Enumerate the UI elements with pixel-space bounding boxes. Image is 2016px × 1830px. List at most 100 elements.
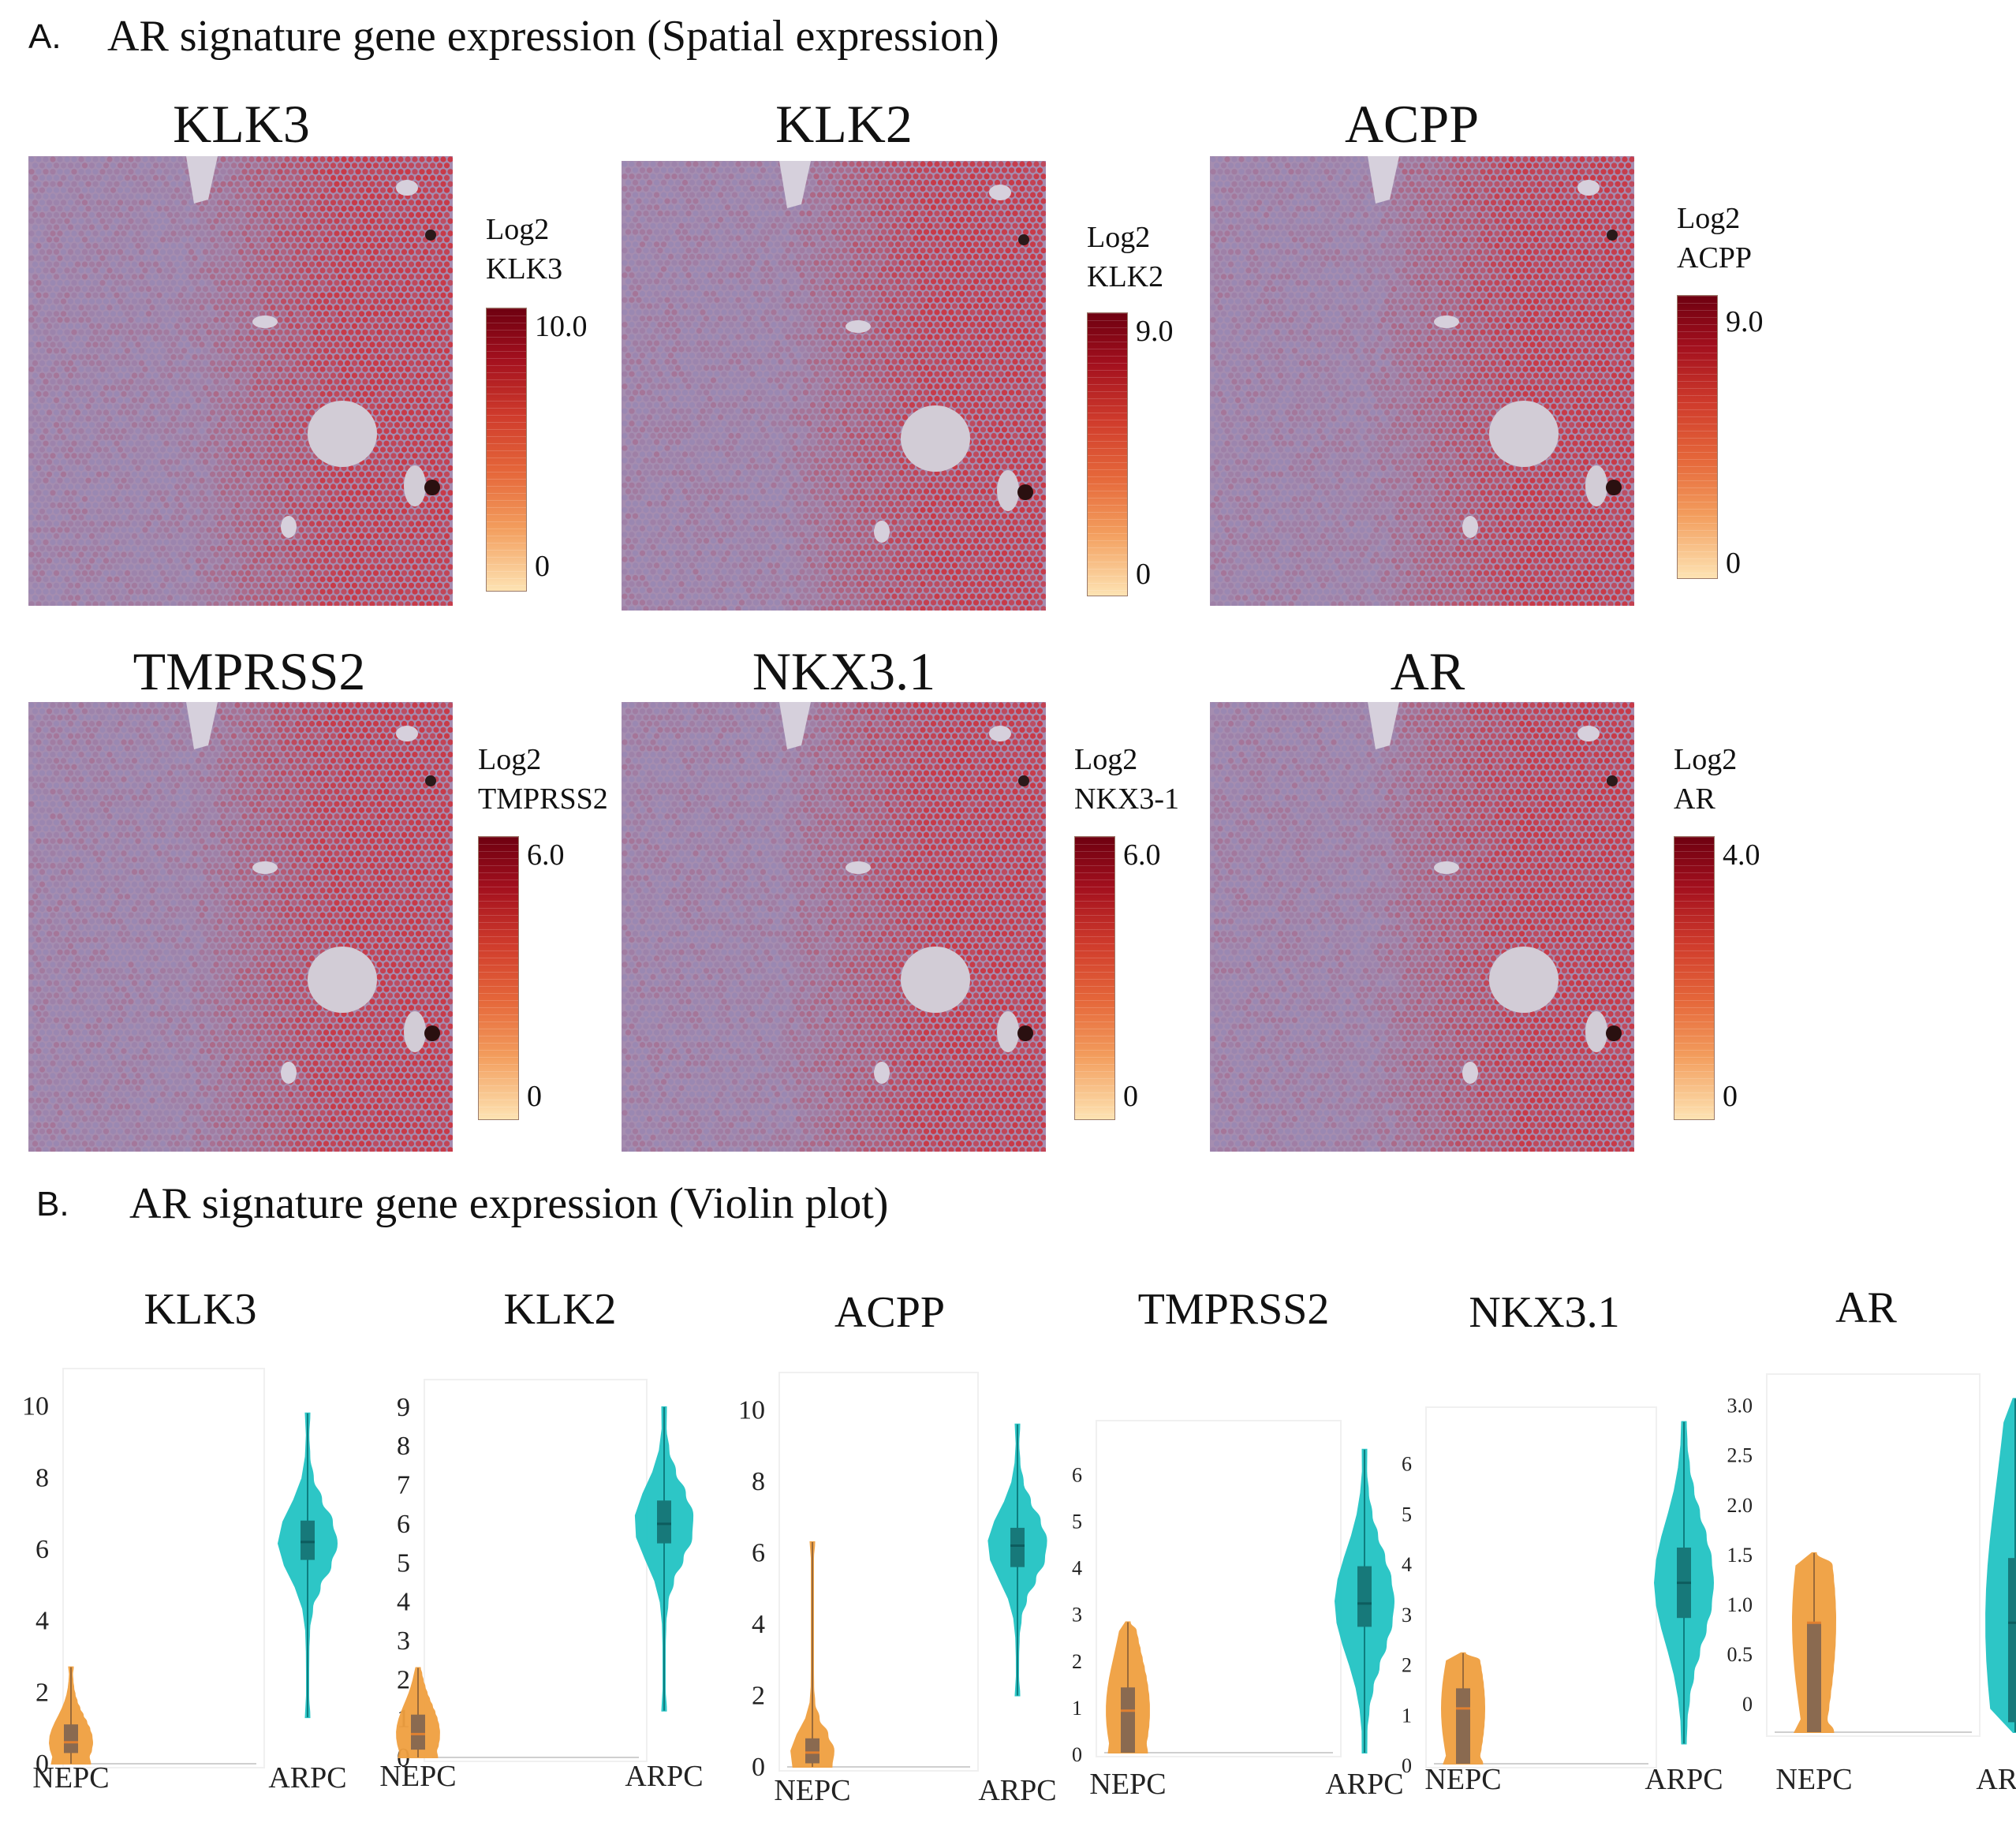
y-tick-label: 3 <box>397 1626 410 1656</box>
y-tick-label: 1.5 <box>1727 1544 1753 1567</box>
spatial-title-klk2: KLK2 <box>623 93 1065 155</box>
colorbar-label-log2: Log2 <box>1674 740 1737 779</box>
colorbar-label-log2: Log2 <box>486 210 549 249</box>
colorbar-gradient <box>1677 295 1718 579</box>
colorbar-max-label: 10.0 <box>535 309 588 344</box>
violin-title-tmprss2: TMPRSS2 <box>1068 1284 1399 1335</box>
iqr-box <box>657 1500 671 1543</box>
y-tick-label: 2 <box>1072 1650 1082 1673</box>
spatial-title-nkx3-1: NKX3.1 <box>623 640 1065 703</box>
colorbar-max-label: 9.0 <box>1136 314 1174 349</box>
iqr-box <box>64 1724 78 1753</box>
y-tick-label: 2 <box>397 1665 410 1694</box>
colorbar-gradient <box>486 308 527 592</box>
iqr-box <box>301 1521 315 1560</box>
colorbar-gradient <box>1674 836 1715 1120</box>
y-tick-label: 5 <box>1402 1503 1412 1526</box>
iqr-box <box>1357 1567 1372 1627</box>
y-tick-label: 0 <box>1072 1743 1082 1766</box>
colorbar-label-log2: Log2 <box>1074 740 1137 779</box>
violin-chart-klk2: 0123456789NEPCARPC <box>379 1341 710 1830</box>
y-tick-label: 0 <box>1742 1693 1753 1716</box>
spatial-title-klk3: KLK3 <box>21 93 462 155</box>
colorbar-min-label: 0 <box>527 1079 542 1114</box>
x-tick-label: ARPC <box>1976 1763 2016 1796</box>
y-tick-label: 0.5 <box>1727 1643 1753 1666</box>
plot-frame <box>424 1380 647 1761</box>
tissue-image-nkx3-1 <box>622 702 1046 1152</box>
y-tick-label: 3.0 <box>1727 1395 1753 1417</box>
iqr-box <box>411 1715 425 1750</box>
x-tick-label: ARPC <box>978 1774 1056 1807</box>
colorbar-klk3: Log2 KLK3 10.0 0 <box>469 210 603 644</box>
y-tick-label: 4 <box>35 1607 49 1636</box>
colorbar-min-label: 0 <box>1136 557 1151 592</box>
tissue-image-tmprss2 <box>28 702 453 1152</box>
y-tick-label: 2 <box>1402 1654 1412 1677</box>
x-tick-label: NEPC <box>1424 1763 1501 1796</box>
colorbar-label-gene: TMPRSS2 <box>478 779 608 819</box>
y-tick-label: 2.5 <box>1727 1444 1753 1467</box>
y-tick-label: 10 <box>22 1392 49 1421</box>
y-tick-label: 1.0 <box>1727 1593 1753 1616</box>
colorbar-max-label: 6.0 <box>1123 838 1161 872</box>
spatial-title-ar: AR <box>1207 640 1648 703</box>
violin-title-klk3: KLK3 <box>35 1284 366 1335</box>
colorbar-gradient <box>1074 836 1115 1120</box>
y-tick-label: 4 <box>1402 1553 1412 1576</box>
tissue-image-acpp <box>1210 156 1634 606</box>
section-b-title: AR signature gene expression (Violin plo… <box>129 1178 888 1229</box>
y-tick-label: 2 <box>752 1682 765 1711</box>
y-tick-label: 6 <box>1402 1453 1412 1476</box>
colorbar-klk2: Log2 KLK2 9.0 0 <box>1070 218 1204 652</box>
spatial-title-acpp: ACPP <box>1191 93 1633 155</box>
y-tick-label: 2.0 <box>1727 1494 1753 1517</box>
iqr-box <box>805 1738 819 1764</box>
y-tick-label: 6 <box>397 1510 410 1539</box>
spatial-title-tmprss2: TMPRSS2 <box>28 640 470 703</box>
iqr-box <box>1456 1688 1470 1764</box>
y-tick-label: 4 <box>1072 1557 1082 1580</box>
y-tick-label: 1 <box>1402 1704 1412 1727</box>
violin-chart-ar: 0 0.5 1.0 1.5 2.0 2.5 3.0 NEPC ARPC <box>1719 1341 2016 1830</box>
y-tick-label: 2 <box>35 1678 49 1707</box>
iqr-box <box>1121 1687 1135 1753</box>
violin-title-ar: AR <box>1701 1283 2016 1333</box>
y-tick-label: 0 <box>1402 1754 1412 1777</box>
y-tick-label: 8 <box>752 1467 765 1496</box>
colorbar-max-label: 9.0 <box>1726 304 1764 339</box>
y-tick-label: 7 <box>397 1471 410 1500</box>
y-tick-label: 8 <box>35 1463 49 1492</box>
y-tick-label: 6 <box>1072 1463 1082 1486</box>
section-b-letter: B. <box>36 1185 69 1224</box>
iqr-box <box>1807 1623 1821 1732</box>
tissue-image-klk3 <box>28 156 453 606</box>
section-a-title: AR signature gene expression (Spatial ex… <box>107 11 999 62</box>
violin-title-klk2: KLK2 <box>394 1284 726 1335</box>
colorbar-tmprss2: Log2 TMPRSS2 6.0 0 <box>461 740 595 1174</box>
y-tick-label: 3 <box>1402 1604 1412 1626</box>
colorbar-gradient <box>478 836 519 1120</box>
x-tick-label: ARPC <box>1645 1763 1723 1796</box>
colorbar-label-gene: KLK3 <box>486 249 562 289</box>
colorbar-label-log2: Log2 <box>1087 218 1150 257</box>
x-tick-label: NEPC <box>32 1761 109 1795</box>
x-tick-label: NEPC <box>1775 1763 1852 1796</box>
x-tick-label: ARPC <box>625 1760 703 1793</box>
x-tick-label: NEPC <box>774 1774 850 1807</box>
violin-title-nkx3-1: NKX3.1 <box>1379 1287 1710 1338</box>
section-a-letter: A. <box>28 17 62 57</box>
y-tick-label: 1 <box>1072 1697 1082 1720</box>
colorbar-min-label: 0 <box>1723 1079 1738 1114</box>
x-tick-label: NEPC <box>379 1760 456 1793</box>
y-tick-label: 4 <box>397 1588 410 1617</box>
plot-frame <box>63 1369 264 1768</box>
iqr-box <box>1010 1528 1025 1567</box>
y-tick-label: 3 <box>1072 1604 1082 1626</box>
x-tick-label: NEPC <box>1089 1768 1166 1801</box>
violin-title-acpp: ACPP <box>724 1287 1055 1338</box>
y-tick-label: 5 <box>397 1548 410 1578</box>
